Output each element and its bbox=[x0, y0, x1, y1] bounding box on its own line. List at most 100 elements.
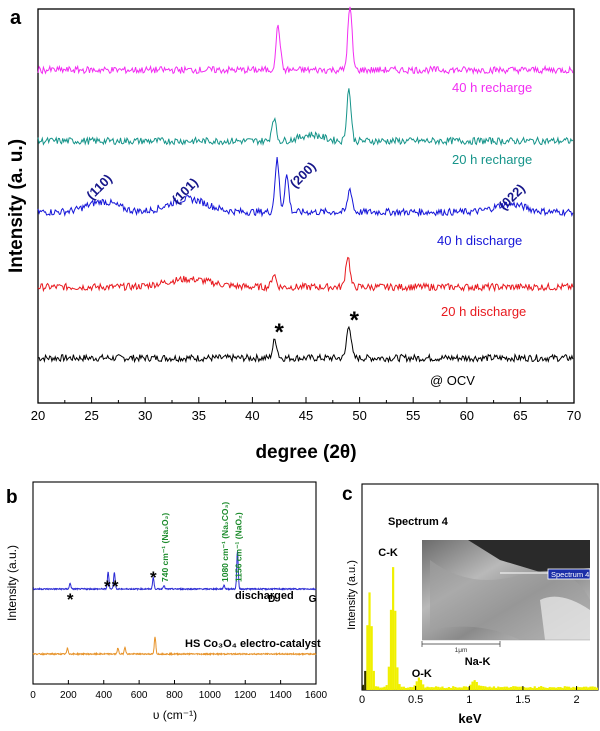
panel-b-y-axis-label: Intensity (a.u.) bbox=[5, 545, 19, 621]
eds-bar bbox=[394, 610, 397, 690]
eds-bar bbox=[565, 686, 569, 690]
eds-bar bbox=[396, 667, 399, 690]
eds-bar bbox=[559, 687, 562, 690]
eds-bar bbox=[374, 686, 378, 690]
panel-a-series-labels: @ OCV 20 h discharge 40 h discharge 20 h re… bbox=[83, 80, 532, 388]
eds-bar bbox=[535, 687, 538, 690]
eds-bar bbox=[428, 687, 431, 690]
eds-bar bbox=[456, 687, 459, 690]
panel-c-title: Spectrum 4 bbox=[388, 516, 449, 528]
eds-bar bbox=[364, 670, 367, 690]
sem-inset-image: Spectrum 4 1μm bbox=[421, 540, 591, 654]
eds-bar bbox=[411, 687, 414, 690]
eds-bar bbox=[383, 686, 386, 690]
eds-bar bbox=[570, 687, 573, 690]
eds-bar bbox=[452, 686, 455, 690]
eds-peak-label: C-K bbox=[378, 547, 398, 559]
eds-bar bbox=[574, 687, 577, 690]
eds-bar bbox=[432, 687, 435, 690]
eds-bar bbox=[430, 687, 433, 690]
eds-bar bbox=[409, 686, 412, 690]
eds-bar bbox=[402, 686, 405, 690]
eds-bar bbox=[413, 685, 416, 690]
eds-bar bbox=[593, 686, 596, 690]
eds-bar bbox=[417, 677, 420, 690]
eds-bar bbox=[473, 680, 476, 690]
eds-bar bbox=[475, 681, 478, 690]
panel-a-label: a bbox=[10, 7, 22, 29]
eds-bar bbox=[555, 687, 558, 690]
eds-bar bbox=[525, 687, 528, 690]
eds-bar bbox=[557, 687, 560, 690]
series-label: 20 h discharge bbox=[441, 304, 526, 319]
peak-star: * bbox=[150, 568, 157, 587]
panel-c-label: c bbox=[342, 484, 353, 505]
band-label: G bbox=[309, 594, 317, 605]
x-tick-label: 200 bbox=[60, 690, 77, 701]
eds-bar bbox=[486, 687, 489, 690]
raman-line-1 bbox=[32, 636, 317, 657]
x-tick-label: 35 bbox=[192, 408, 206, 423]
peak-star: * bbox=[275, 319, 285, 346]
eds-bar bbox=[492, 686, 496, 690]
eds-bar bbox=[370, 626, 373, 690]
panel-c-y-axis-label: Intensity (a.u.) bbox=[346, 560, 358, 630]
eds-bar bbox=[469, 684, 472, 690]
panel-b-x-axis-label: υ (cm⁻¹) bbox=[153, 708, 197, 722]
x-tick-label: 50 bbox=[352, 408, 366, 423]
series-label: 40 h recharge bbox=[452, 80, 532, 95]
eds-bar bbox=[518, 686, 521, 690]
x-tick-label: 0.5 bbox=[408, 694, 423, 706]
panel-b-series-label-discharged: discharged bbox=[235, 590, 294, 602]
eds-bar bbox=[426, 686, 429, 690]
eds-bar bbox=[578, 687, 581, 690]
eds-bar bbox=[540, 686, 543, 690]
x-tick-label: 30 bbox=[138, 408, 152, 423]
eds-bar bbox=[512, 686, 515, 690]
series-label: 20 h recharge bbox=[452, 152, 532, 167]
eds-bar bbox=[415, 681, 418, 690]
eds-bar bbox=[462, 686, 466, 690]
eds-bar bbox=[389, 609, 393, 690]
eds-bar bbox=[484, 686, 487, 690]
series-line-1 bbox=[37, 256, 574, 293]
eds-bar bbox=[495, 687, 498, 690]
panel-b-series-label-co3o4: HS Co₃O₄ electro-catalyst bbox=[185, 638, 321, 650]
x-tick-label: 1200 bbox=[234, 690, 257, 701]
eds-bar bbox=[507, 687, 511, 690]
eds-bar bbox=[392, 567, 395, 690]
series-line-2 bbox=[37, 157, 574, 218]
eds-bar bbox=[505, 686, 508, 690]
eds-bar bbox=[381, 687, 384, 690]
eds-bar bbox=[527, 687, 530, 690]
eds-bar bbox=[510, 686, 513, 690]
panel-a-x-axis-label: degree (2θ) bbox=[255, 442, 356, 463]
eds-bar bbox=[400, 686, 403, 690]
eds-bar bbox=[514, 686, 517, 690]
peak-star: * bbox=[67, 590, 74, 609]
eds-bar bbox=[488, 686, 491, 690]
series-label: @ OCV bbox=[430, 373, 475, 388]
x-tick-label: 65 bbox=[513, 408, 527, 423]
x-tick-label: 0 bbox=[359, 694, 365, 706]
eds-bar bbox=[447, 687, 451, 690]
eds-bar bbox=[458, 687, 461, 690]
eds-bar bbox=[477, 685, 481, 690]
eds-bar bbox=[362, 684, 365, 690]
eds-bar bbox=[572, 686, 575, 690]
x-tick-label: 40 bbox=[245, 408, 259, 423]
eds-bar bbox=[497, 686, 500, 690]
eds-bar bbox=[542, 686, 545, 690]
hkl-label: (110) bbox=[83, 171, 115, 203]
panel-c-x-axis-label: keV bbox=[458, 711, 481, 726]
eds-bar bbox=[445, 687, 448, 690]
eds-bar bbox=[424, 687, 427, 690]
panel-c-peak-labels: C-K O-K Na-K bbox=[378, 547, 490, 680]
raman-peak-label: 740 cm⁻¹ (Na₂O₂) bbox=[160, 513, 170, 582]
hkl-label: (200) bbox=[287, 159, 319, 191]
raman-line-0 bbox=[33, 551, 317, 592]
eds-bar bbox=[516, 686, 519, 690]
x-tick-label: 400 bbox=[95, 690, 112, 701]
eds-bar bbox=[522, 686, 526, 690]
eds-bar bbox=[576, 686, 579, 690]
